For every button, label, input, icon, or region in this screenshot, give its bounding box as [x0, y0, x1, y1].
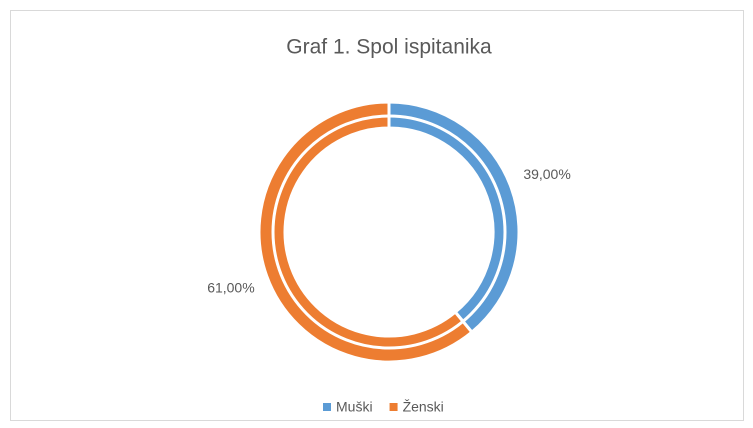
- legend-label: Ženski: [403, 399, 444, 415]
- legend-swatch: [389, 403, 398, 411]
- data-label: 61,00%: [207, 280, 254, 296]
- slice: [257, 100, 474, 364]
- data-label: 39,00%: [523, 166, 570, 182]
- legend-swatch: [323, 403, 331, 411]
- ring-separator: [271, 114, 507, 350]
- chart-title: Graf 1. Spol ispitanika: [286, 36, 492, 59]
- legend-label: Muški: [336, 399, 373, 415]
